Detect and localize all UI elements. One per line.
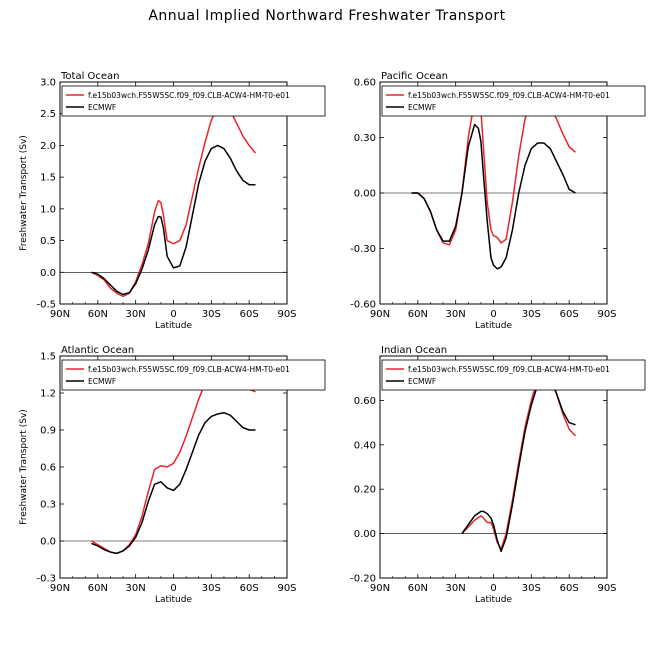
x-tick-label: 30S [522, 309, 541, 320]
series-line-ecmwf [91, 144, 256, 296]
legend-box [61, 359, 326, 391]
x-tick-label: 0 [170, 583, 176, 594]
legend-box [381, 85, 646, 117]
y-axis-label: Freshwater Transport (Sv) [19, 409, 29, 525]
y-tick-label: 0.3 [40, 500, 56, 511]
y-tick-label: -0.3 [36, 574, 56, 585]
legend: f.e15b03wch.F55W5SC.f09_f09.CLB-ACW4-HM-… [381, 85, 646, 117]
chart-main-title: Annual Implied Northward Freshwater Tran… [148, 8, 506, 24]
legend-box [381, 359, 646, 391]
y-tick-label: 0.30 [354, 133, 376, 144]
series-line-ecmwf [91, 411, 256, 555]
x-tick-label: 30N [446, 309, 466, 320]
x-axis-label: Latitude [475, 321, 513, 331]
x-axis-label: Latitude [155, 595, 193, 605]
x-tick-label: 90N [50, 309, 70, 320]
x-tick-label: 30N [126, 309, 146, 320]
y-tick-label: -0.30 [350, 244, 376, 255]
y-tick-label: 0.6 [40, 463, 56, 474]
y-tick-label: 0.00 [354, 529, 376, 540]
x-tick-label: 60N [408, 583, 428, 594]
x-tick-label: 60N [88, 309, 108, 320]
legend: f.e15b03wch.F55W5SC.f09_f09.CLB-ACW4-HM-… [61, 85, 326, 117]
x-tick-label: 90S [597, 583, 616, 594]
y-tick-label: 0.00 [354, 189, 376, 200]
x-tick-label: 90N [370, 309, 390, 320]
y-tick-label: 0.5 [40, 236, 56, 247]
panel-title: Atlantic Ocean [61, 345, 134, 356]
y-tick-label: 0.60 [354, 78, 376, 89]
y-axis-label: Freshwater Transport (Sv) [19, 135, 29, 251]
x-tick-label: 60S [240, 309, 259, 320]
x-tick-label: 0 [490, 583, 496, 594]
x-tick-label: 30N [446, 583, 466, 594]
legend-entry: f.e15b03wch.F55W5SC.f09_f09.CLB-ACW4-HM-… [88, 91, 290, 100]
y-tick-label: -0.20 [350, 574, 376, 585]
legend-entry: f.e15b03wch.F55W5SC.f09_f09.CLB-ACW4-HM-… [408, 91, 610, 100]
y-tick-label: 0.20 [354, 485, 376, 496]
panel-title: Indian Ocean [381, 345, 447, 356]
x-tick-label: 90S [277, 583, 296, 594]
x-axis-label: Latitude [475, 595, 513, 605]
x-tick-label: 90N [50, 583, 70, 594]
legend-entry: ECMWF [88, 103, 116, 112]
y-tick-label: 0.60 [354, 396, 376, 407]
x-tick-label: 60N [408, 309, 428, 320]
series-line-ecmwf [461, 375, 576, 553]
x-tick-label: 0 [170, 309, 176, 320]
panel-title: Total Ocean [60, 71, 120, 82]
x-tick-label: 0 [490, 309, 496, 320]
y-tick-label: 2.0 [40, 141, 56, 152]
legend: f.e15b03wch.F55W5SC.f09_f09.CLB-ACW4-HM-… [381, 359, 646, 391]
series-line-model [411, 96, 576, 246]
legend-box [61, 85, 326, 117]
legend-entry: ECMWF [408, 103, 436, 112]
x-tick-label: 30S [202, 583, 221, 594]
legend-entry: f.e15b03wch.F55W5SC.f09_f09.CLB-ACW4-HM-… [88, 365, 290, 374]
panel-indian-ocean: 90N 60N 30N 0 30S 60S 90S -0.20 0.00 0.20 0.40 0.60… [350, 345, 646, 605]
x-tick-label: 60N [88, 583, 108, 594]
panel-pacific-ocean: 90N 60N 30N 0 30S 60S 90S -0.60 -0.30 0.00 0.30 0.6… [350, 71, 646, 331]
series-line-model [461, 368, 577, 550]
x-tick-label: 90S [277, 309, 296, 320]
y-tick-label: 3.0 [40, 78, 56, 89]
legend-entry: ECMWF [408, 377, 436, 386]
panel-title: Pacific Ocean [381, 71, 448, 82]
series-line-model [91, 365, 256, 555]
panel-total-ocean: 90N 60N 30N 0 30S 60S 90S -0.5 0.0 0.5 1.0 1.5 2.0 2.… [19, 71, 326, 331]
y-tick-label: 1.5 [40, 173, 56, 184]
x-tick-label: 90S [597, 309, 616, 320]
x-tick-label: 60S [560, 583, 579, 594]
y-tick-label: 2.5 [40, 109, 56, 120]
y-tick-label: 1.2 [40, 389, 56, 400]
legend-entry: ECMWF [88, 377, 116, 386]
x-tick-label: 60S [560, 309, 579, 320]
legend: f.e15b03wch.F55W5SC.f09_f09.CLB-ACW4-HM-… [61, 359, 326, 391]
y-tick-label: 0.9 [40, 426, 56, 437]
y-tick-label: 0.0 [40, 537, 56, 548]
legend-entry: f.e15b03wch.F55W5SC.f09_f09.CLB-ACW4-HM-… [408, 365, 610, 374]
panel-atlantic-ocean: 90N 60N 30N 0 30S 60S 90S -0.3 0.0 0.3 0.6 0.9 1.2 1.… [19, 345, 326, 605]
x-tick-label: 90N [370, 583, 390, 594]
y-tick-label: 0.40 [354, 440, 376, 451]
x-tick-label: 60S [240, 583, 259, 594]
y-tick-label: 0.0 [40, 268, 56, 279]
series-line-ecmwf [411, 123, 576, 270]
y-tick-label: -0.60 [350, 300, 376, 311]
y-tick-label: -0.5 [36, 300, 56, 311]
x-tick-label: 30S [202, 309, 221, 320]
x-tick-label: 30N [126, 583, 146, 594]
x-tick-label: 30S [522, 583, 541, 594]
y-tick-label: 1.5 [40, 352, 56, 363]
x-axis-label: Latitude [155, 321, 193, 331]
y-tick-label: 1.0 [40, 204, 56, 215]
